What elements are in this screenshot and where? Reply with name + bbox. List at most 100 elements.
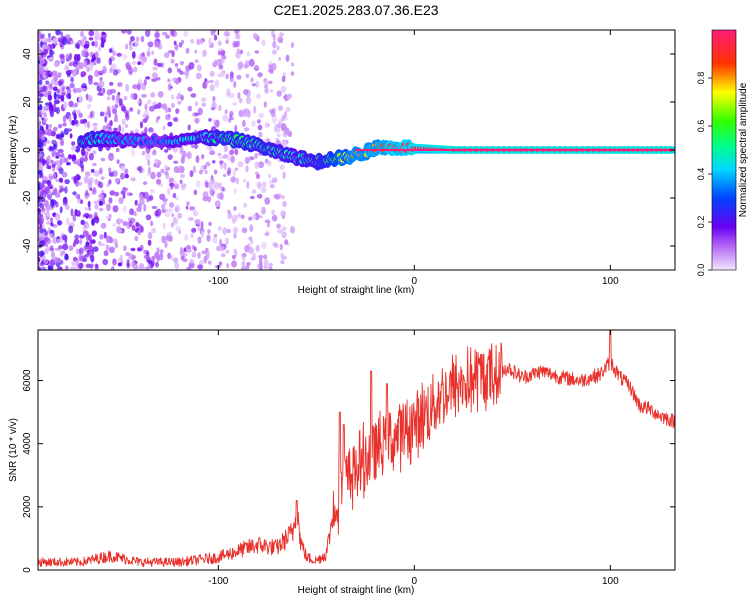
spectrogram-noise-cell (147, 260, 152, 264)
colorbar-tick-label: 0.2 (696, 216, 706, 229)
spectrogram-noise-cell (47, 227, 51, 233)
spectrogram-noise-cell (152, 66, 158, 71)
spectrogram-noise-cell (88, 152, 94, 161)
spectrogram-noise-cell (122, 186, 127, 195)
spectrogram-noise-cell (72, 86, 78, 95)
spectrogram-noise-cell (54, 212, 61, 221)
spectrogram-noise-cell (261, 39, 266, 47)
spectrogram-noise-cell (193, 189, 198, 195)
spectrogram-noise-cell (232, 102, 237, 106)
spectrogram-noise-cell (39, 184, 45, 189)
spectrogram-noise-cell (108, 179, 112, 185)
spectrogram-noise-cell (44, 248, 48, 255)
spectrogram-noise-cell (112, 50, 117, 56)
spectrogram-noise-cell (107, 108, 112, 114)
spectrogram-noise-cell (256, 193, 263, 199)
spectrogram-noise-cell (258, 161, 265, 169)
spectrogram-noise-cell (180, 39, 185, 45)
spectrogram-noise-cell (132, 66, 138, 73)
spectrogram-noise-cell (206, 234, 211, 242)
spectrogram-noise-cell (226, 263, 230, 269)
spectrogram-noise-cell (256, 93, 261, 99)
x-tick-label: 100 (602, 576, 619, 587)
spectrogram-noise-cell (79, 156, 84, 164)
spectrogram-noise-cell (43, 259, 49, 265)
spectrogram-noise-cell (38, 45, 41, 53)
spectrogram-noise-cell (112, 170, 118, 177)
spectrogram-noise-cell (163, 201, 167, 206)
spectrogram-noise-cell (153, 58, 158, 66)
spectrogram-noise-cell (167, 208, 174, 213)
spectrogram-noise-cell (233, 233, 237, 239)
spectrogram-noise-cell (159, 249, 164, 254)
spectrogram-noise-cell (55, 30, 61, 36)
spectrogram-noise-cell (174, 205, 180, 213)
spectrogram-noise-cell (174, 262, 180, 270)
spectrogram-noise-cell (94, 203, 99, 210)
spectrogram-noise-cell (245, 96, 252, 105)
spectrogram-noise-cell (244, 108, 250, 115)
spectrogram-noise-cell (282, 200, 287, 208)
spectrogram-noise-cell (151, 150, 157, 156)
y-tick-label: 0 (22, 567, 33, 573)
snr-y-ticks: 0 2000 4000 6000 (22, 369, 675, 573)
spectrogram-noise-cell (203, 255, 207, 264)
spectrogram-noise-cell (82, 230, 89, 237)
spectrogram-noise-cell (222, 227, 227, 235)
spectrogram-noise-cell (99, 70, 105, 74)
spectrogram-noise-cell (212, 61, 217, 67)
spectrogram-noise-cell (50, 251, 56, 259)
spectrogram-noise-cell (59, 187, 66, 192)
spectrogram-noise-cell (168, 202, 175, 208)
spectrogram-noise-cell (123, 245, 127, 252)
spectrogram-noise-cell (257, 72, 263, 78)
spectrogram-noise-cell (38, 111, 42, 117)
spectrogram-y-label: Frequency (Hz) (8, 116, 19, 185)
spectrogram-noise-cell (93, 170, 100, 177)
spectrogram-noise-cell (194, 49, 198, 54)
spectrogram-noise-cell (68, 62, 73, 67)
spectrogram-noise-cell (222, 154, 228, 159)
spectrogram-noise-cell (200, 230, 204, 239)
spectrogram-noise-cell (88, 30, 95, 37)
spectrogram-noise-cell (164, 211, 171, 218)
spectrogram-noise-cell (201, 250, 207, 255)
spectrogram-noise-cell (42, 158, 46, 166)
spectrogram-noise-cell (145, 30, 151, 37)
spectrogram-noise-cell (51, 163, 56, 168)
spectrogram-noise-cell (272, 49, 277, 55)
spectrogram-noise-cell (173, 160, 179, 164)
spectrogram-noise-cell (209, 188, 214, 197)
spectrogram-noise-cell (59, 86, 63, 93)
spectrogram-noise-cell (241, 261, 246, 268)
spectrogram-noise-cell (280, 85, 287, 93)
spectrogram-noise-cell (208, 37, 212, 45)
spectrogram-noise-cell (68, 114, 72, 123)
spectrogram-noise-cell (170, 254, 174, 261)
spectrogram-noise-cell (113, 127, 118, 132)
spectrogram-noise-cell (150, 171, 156, 180)
spectrogram-noise-cell (186, 244, 192, 250)
spectrogram-noise-cell (80, 71, 87, 77)
spectrogram-noise-cell (234, 148, 239, 156)
spectrogram-noise-cell (237, 161, 244, 168)
spectrogram-noise-cell (223, 31, 230, 37)
spectrogram-noise-cell (268, 68, 274, 73)
spectrogram-noise-cell (150, 92, 156, 98)
spectrogram-noise-cell (167, 231, 173, 237)
spectrogram-noise-cell (220, 253, 226, 258)
spectrogram-noise-cell (58, 165, 63, 170)
spectrogram-noise-cell (279, 243, 283, 251)
spectrogram-noise-cell (276, 90, 282, 97)
spectrogram-noise-cell (212, 95, 216, 102)
spectrogram-noise-cell (225, 237, 229, 245)
spectrogram-noise-cell (103, 250, 109, 257)
spectrogram-noise-cell (38, 140, 44, 147)
spectrogram-noise-cell (241, 227, 248, 234)
spectrogram-noise-cell (38, 153, 43, 158)
spectrogram-noise-cell (217, 40, 222, 47)
spectrogram-noise-cell (94, 69, 100, 78)
x-tick-label: -100 (208, 276, 228, 287)
spectrogram-noise-cell (234, 167, 239, 171)
spectrogram-noise-cell (197, 252, 201, 259)
